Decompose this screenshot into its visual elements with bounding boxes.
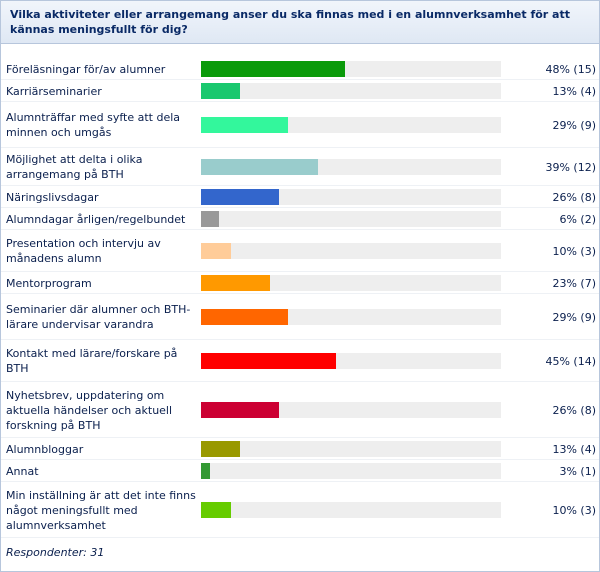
bar: [201, 189, 279, 205]
bar-row: Alumnbloggar 13% (4): [1, 438, 599, 460]
bar-row: Annat 3% (1): [1, 460, 599, 482]
row-divider: [1, 79, 599, 80]
row-divider: [1, 271, 599, 272]
row-divider: [1, 101, 599, 102]
category-label: Alumnbloggar: [6, 443, 84, 456]
bar: [201, 243, 231, 259]
value-label: 13% (4): [552, 85, 596, 98]
bar: [201, 83, 240, 99]
bar-track: [201, 275, 501, 291]
bar-row: Seminarier där alumner och BTH-lärare un…: [1, 294, 599, 340]
bar-row: Min inställning är att det inte finns nå…: [1, 482, 599, 538]
bar-track: [201, 441, 501, 457]
bar: [201, 117, 288, 133]
value-label: 6% (2): [559, 213, 596, 226]
value-label: 45% (14): [545, 355, 596, 368]
bar-track: [201, 309, 501, 325]
bar-track: [201, 83, 501, 99]
value-label: 10% (3): [552, 504, 596, 517]
row-divider: [1, 293, 599, 294]
category-label: Näringslivsdagar: [6, 191, 99, 204]
bar-track: [201, 353, 501, 369]
category-label: Alumnträffar med syfte att dela minnen o…: [6, 111, 181, 139]
bar-row: Nyhetsbrev, uppdatering om aktuella händ…: [1, 382, 599, 438]
bar: [201, 275, 270, 291]
category-label: Kontakt med lärare/forskare på BTH: [6, 347, 178, 375]
row-divider: [1, 229, 599, 230]
bar-row: Möjlighet att delta i olika arrangemang …: [1, 148, 599, 186]
bar-row: Föreläsningar för/av alumner 48% (15): [1, 58, 599, 80]
category-label: Föreläsningar för/av alumner: [6, 63, 166, 76]
bar: [201, 353, 336, 369]
category-label: Alumndagar årligen/regelbundet: [6, 213, 186, 226]
bar-row: Mentorprogram 23% (7): [1, 272, 599, 294]
value-label: 39% (12): [545, 161, 596, 174]
bar-track: [201, 117, 501, 133]
bar-row: Alumnträffar med syfte att dela minnen o…: [1, 102, 599, 148]
bar-track: [201, 159, 501, 175]
bar-row: Presentation och intervju av månadens al…: [1, 230, 599, 272]
row-divider: [1, 459, 599, 460]
row-divider: [1, 339, 599, 340]
bar: [201, 61, 345, 77]
value-label: 3% (1): [559, 465, 596, 478]
value-label: 26% (8): [552, 404, 596, 417]
category-label: Presentation och intervju av månadens al…: [6, 237, 161, 265]
bar-track: [201, 243, 501, 259]
bar-track: [201, 463, 501, 479]
row-divider: [1, 381, 599, 382]
respondents-count: Respondenter: 31: [6, 546, 105, 559]
value-label: 10% (3): [552, 245, 596, 258]
category-label: Karriärseminarier: [6, 85, 102, 98]
bar-row: Kontakt med lärare/forskare på BTH 45% (1…: [1, 340, 599, 382]
row-divider: [1, 481, 599, 482]
value-label: 13% (4): [552, 443, 596, 456]
row-divider: [1, 147, 599, 148]
value-label: 26% (8): [552, 191, 596, 204]
bar-track: [201, 211, 501, 227]
row-divider: [1, 437, 599, 438]
bar-track: [201, 502, 501, 518]
bar: [201, 309, 288, 325]
row-divider: [1, 207, 599, 208]
bar: [201, 159, 318, 175]
value-label: 29% (9): [552, 311, 596, 324]
bar: [201, 402, 279, 418]
category-label: Mentorprogram: [6, 277, 92, 290]
bar-track: [201, 189, 501, 205]
bar: [201, 211, 219, 227]
value-label: 23% (7): [552, 277, 596, 290]
bar: [201, 463, 210, 479]
bar-row: Näringslivsdagar 26% (8): [1, 186, 599, 208]
row-divider: [1, 185, 599, 186]
bar-row: Karriärseminarier 13% (4): [1, 80, 599, 102]
row-divider: [1, 537, 599, 538]
bar-track: [201, 61, 501, 77]
value-label: 48% (15): [545, 63, 596, 76]
value-label: 29% (9): [552, 119, 596, 132]
bar-row: Alumndagar årligen/regelbundet 6% (2): [1, 208, 599, 230]
category-label: Seminarier där alumner och BTH-lärare un…: [6, 303, 191, 331]
question-title: Vilka aktiviteter eller arrangemang anse…: [10, 8, 570, 36]
question-header: Vilka aktiviteter eller arrangemang anse…: [1, 1, 599, 44]
bar-track: [201, 402, 501, 418]
category-label: Annat: [6, 465, 39, 478]
bar: [201, 502, 231, 518]
category-label: Min inställning är att det inte finns nå…: [6, 489, 196, 532]
category-label: Möjlighet att delta i olika arrangemang …: [6, 153, 143, 181]
category-label: Nyhetsbrev, uppdatering om aktuella händ…: [6, 389, 173, 432]
bar: [201, 441, 240, 457]
